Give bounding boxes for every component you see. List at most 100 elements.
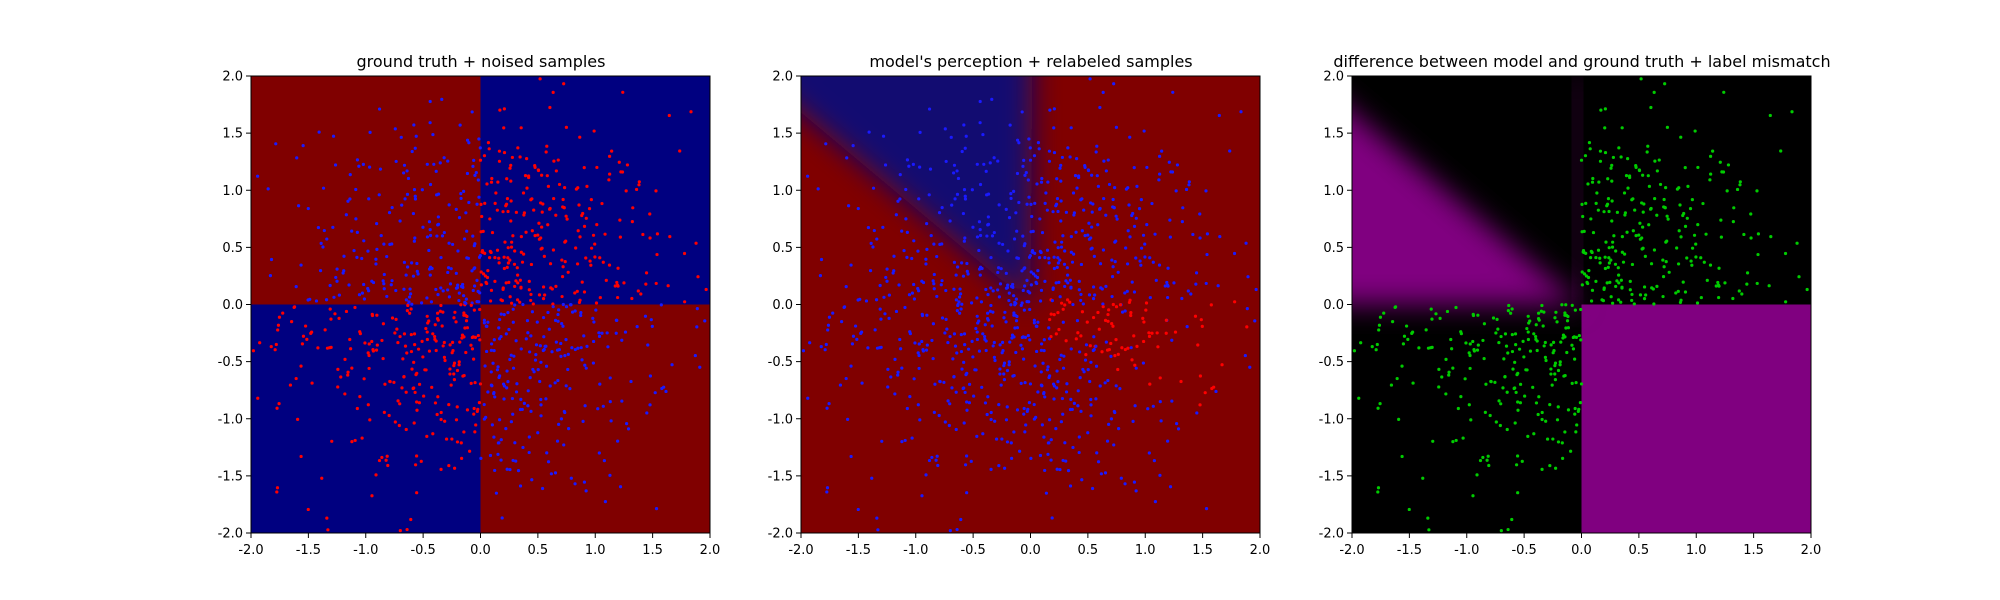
point-565: [557, 182, 562, 187]
point-228: [1166, 295, 1170, 300]
point-391: [382, 410, 386, 414]
point-435: [1030, 248, 1035, 253]
y-tick-label: -2.0: [218, 527, 243, 542]
point-354: [1696, 223, 1700, 227]
point-929: [525, 186, 529, 190]
point-314: [408, 295, 412, 299]
point-658: [465, 229, 469, 233]
point-283: [516, 273, 520, 277]
point-916: [1063, 284, 1067, 289]
point-424: [621, 90, 625, 94]
point-789: [1586, 275, 1591, 280]
point-733: [1079, 334, 1083, 338]
point-239: [540, 486, 545, 491]
point-544: [1089, 247, 1093, 251]
point-318: [533, 165, 537, 169]
point-940: [368, 165, 372, 169]
point-675: [988, 161, 992, 165]
point-202: [518, 155, 522, 159]
point-579: [381, 356, 385, 361]
point-311: [1104, 340, 1108, 344]
point-505: [490, 423, 494, 427]
point-717: [306, 507, 310, 512]
point-645: [1711, 149, 1715, 153]
point-269: [1633, 208, 1637, 212]
point-923: [1245, 325, 1249, 329]
point-235: [636, 289, 640, 293]
point-325: [881, 134, 886, 138]
point-885: [1655, 284, 1659, 288]
point-774: [1620, 250, 1624, 254]
point-328: [997, 241, 1001, 245]
point-713: [521, 302, 525, 307]
point-768: [1024, 171, 1028, 175]
y-tick-label: 1.0: [222, 184, 243, 199]
point-930: [1119, 476, 1123, 480]
point-468: [531, 302, 535, 306]
point-157: [1491, 316, 1496, 320]
point-532: [1647, 223, 1651, 227]
point-327: [1397, 417, 1401, 421]
point-360: [970, 188, 974, 192]
point-739: [1063, 441, 1067, 445]
point-393: [405, 169, 409, 173]
point-551: [335, 267, 339, 271]
point-608: [875, 237, 879, 241]
point-12: [1587, 269, 1591, 273]
point-732: [979, 300, 984, 304]
point-387: [530, 229, 534, 233]
point-795: [368, 130, 372, 134]
point-495: [907, 293, 912, 297]
point-448: [526, 389, 530, 393]
point-885: [554, 284, 558, 288]
point-812: [1033, 201, 1037, 205]
point-741: [521, 191, 526, 195]
point-102: [585, 344, 589, 348]
point-568: [874, 298, 879, 302]
point-3: [1157, 178, 1161, 182]
point-125: [551, 302, 555, 306]
point-886: [493, 201, 497, 205]
point-30: [473, 173, 477, 177]
point-771: [1091, 297, 1096, 301]
point-776: [519, 286, 523, 290]
point-633: [1468, 366, 1472, 371]
point-830: [1506, 308, 1510, 313]
point-436: [1478, 458, 1483, 463]
point-63: [1056, 256, 1060, 260]
point-620: [1072, 213, 1076, 217]
point-933: [574, 246, 578, 250]
point-223: [1002, 316, 1006, 320]
point-863: [1246, 275, 1250, 279]
point-668: [655, 232, 660, 236]
point-502: [1378, 402, 1382, 406]
point-853: [1556, 405, 1560, 409]
point-677: [553, 318, 558, 322]
point-831: [996, 270, 1000, 275]
point-811: [1107, 308, 1111, 312]
point-649: [678, 149, 682, 153]
point-229: [514, 279, 518, 283]
point-51: [439, 255, 443, 260]
point-463: [1031, 272, 1036, 276]
point-893: [514, 210, 518, 214]
point-54: [1511, 367, 1515, 371]
point-932: [431, 132, 435, 137]
point-527: [1471, 339, 1475, 344]
point-882: [1094, 344, 1098, 348]
point-753: [562, 82, 566, 86]
point-486: [560, 294, 564, 299]
point-936: [1563, 313, 1567, 317]
point-516: [1682, 211, 1686, 216]
point-17: [470, 301, 474, 305]
point-123: [1150, 331, 1154, 335]
point-897: [506, 380, 510, 384]
point-699: [997, 463, 1001, 468]
point-724: [932, 272, 936, 277]
point-865: [1556, 440, 1561, 444]
point-132: [1588, 256, 1593, 260]
point-828: [643, 314, 648, 318]
point-240: [1617, 281, 1621, 285]
point-75: [529, 409, 533, 413]
point-299: [1694, 242, 1698, 246]
